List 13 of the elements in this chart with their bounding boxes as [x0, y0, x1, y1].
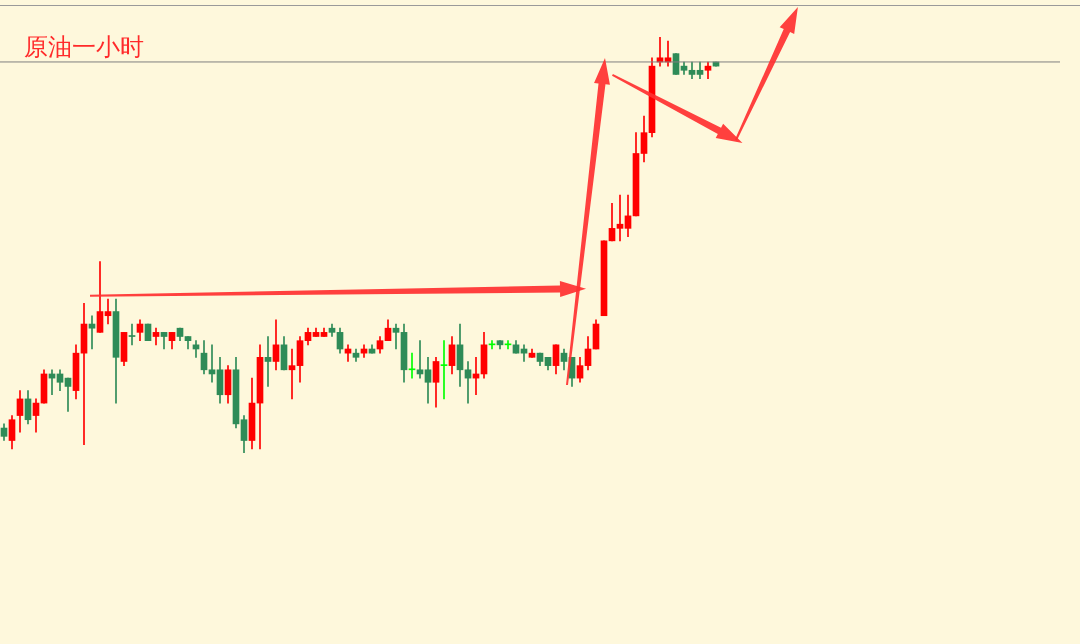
candlestick: [88, 315, 96, 350]
chart-title: 原油一小时: [24, 33, 144, 62]
candlestick: [440, 340, 448, 400]
candlestick: [128, 323, 136, 346]
candlestick: [208, 344, 216, 383]
candlestick: [104, 298, 112, 325]
candlestick: [264, 336, 272, 387]
candlestick: [392, 323, 400, 350]
candlestick: [464, 361, 472, 404]
candlestick: [408, 352, 416, 379]
candlestick: [288, 348, 296, 400]
candlestick: [416, 340, 424, 379]
candlestick: [616, 194, 624, 242]
